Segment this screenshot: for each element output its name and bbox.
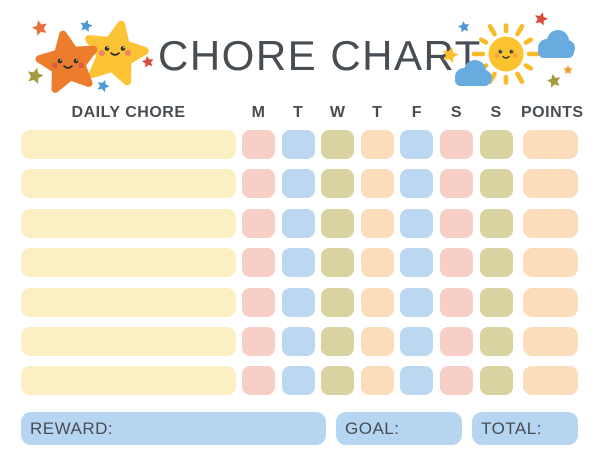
goal-label: GOAL: xyxy=(345,419,400,438)
day-check-cell[interactable] xyxy=(242,366,275,396)
day-check-cell[interactable] xyxy=(360,366,394,396)
table-row xyxy=(0,366,600,396)
points-cell[interactable] xyxy=(523,287,578,317)
chore-name-cell[interactable] xyxy=(21,208,236,238)
day-check-cell[interactable] xyxy=(440,287,473,317)
day-check-cell[interactable] xyxy=(321,287,355,317)
day-check-cell[interactable] xyxy=(440,366,473,396)
kawaii-stars-icon xyxy=(25,8,155,103)
points-cell[interactable] xyxy=(523,248,578,278)
kawaii-sun-clouds-icon xyxy=(440,10,575,89)
chore-name-cell[interactable] xyxy=(21,327,236,356)
day-check-cell[interactable] xyxy=(479,208,513,238)
day-check-cell[interactable] xyxy=(479,130,513,159)
day-check-cell[interactable] xyxy=(400,169,434,199)
day-check-cell[interactable] xyxy=(440,327,473,356)
day-header-mon: M xyxy=(251,104,266,121)
day-check-cell[interactable] xyxy=(479,327,513,356)
day-check-cell[interactable] xyxy=(360,130,394,159)
day-check-cell[interactable] xyxy=(440,248,473,278)
chore-name-cell[interactable] xyxy=(21,366,236,396)
day-check-cell[interactable] xyxy=(400,327,434,356)
chore-name-cell[interactable] xyxy=(21,248,236,278)
day-check-cell[interactable] xyxy=(281,208,315,238)
day-header-thu: T xyxy=(372,104,383,121)
day-check-cell[interactable] xyxy=(360,169,394,199)
page-title: CHORE CHART xyxy=(158,32,482,79)
day-check-cell[interactable] xyxy=(281,287,315,317)
day-check-cell[interactable] xyxy=(321,169,355,199)
day-check-cell[interactable] xyxy=(400,208,434,238)
table-row xyxy=(0,208,600,238)
day-check-cell[interactable] xyxy=(321,366,355,396)
chore-name-cell[interactable] xyxy=(21,169,236,199)
day-check-cell[interactable] xyxy=(360,248,394,278)
table-row xyxy=(0,248,600,278)
points-cell[interactable] xyxy=(523,169,578,199)
day-check-cell[interactable] xyxy=(360,287,394,317)
table-row xyxy=(0,287,600,317)
day-check-cell[interactable] xyxy=(440,208,473,238)
total-label: TOTAL: xyxy=(481,419,542,438)
table-row xyxy=(0,169,600,199)
day-check-cell[interactable] xyxy=(479,169,513,199)
day-check-cell[interactable] xyxy=(281,327,315,356)
day-check-cell[interactable] xyxy=(360,327,394,356)
day-check-cell[interactable] xyxy=(242,248,275,278)
reward-field[interactable]: REWARD: xyxy=(21,412,326,445)
day-check-cell[interactable] xyxy=(242,287,275,317)
points-header: POINTS xyxy=(521,104,584,121)
day-check-cell[interactable] xyxy=(242,130,275,159)
day-check-cell[interactable] xyxy=(440,130,473,159)
reward-label: REWARD: xyxy=(30,419,114,438)
day-check-cell[interactable] xyxy=(321,248,355,278)
day-check-cell[interactable] xyxy=(242,327,275,356)
chore-name-cell[interactable] xyxy=(21,287,236,317)
points-cell[interactable] xyxy=(523,208,578,238)
table-row xyxy=(0,327,600,356)
day-header-sun: S xyxy=(490,104,502,121)
day-check-cell[interactable] xyxy=(400,248,434,278)
table-row xyxy=(0,130,600,159)
day-check-cell[interactable] xyxy=(479,366,513,396)
goal-field[interactable]: GOAL: xyxy=(336,412,462,445)
total-field[interactable]: TOTAL: xyxy=(472,412,578,445)
day-check-cell[interactable] xyxy=(479,287,513,317)
day-header-tue: T xyxy=(292,104,304,121)
day-check-cell[interactable] xyxy=(321,327,355,356)
day-check-cell[interactable] xyxy=(281,366,315,396)
day-check-cell[interactable] xyxy=(321,208,355,238)
day-header-wed: W xyxy=(329,104,346,121)
day-check-cell[interactable] xyxy=(281,169,315,199)
day-check-cell[interactable] xyxy=(281,130,315,159)
chore-name-cell[interactable] xyxy=(21,130,236,159)
day-check-cell[interactable] xyxy=(400,130,434,159)
day-header-fri: F xyxy=(411,104,423,121)
day-check-cell[interactable] xyxy=(479,248,513,278)
day-header-sat: S xyxy=(450,104,463,121)
points-cell[interactable] xyxy=(523,366,578,396)
day-check-cell[interactable] xyxy=(281,248,315,278)
day-check-cell[interactable] xyxy=(242,208,275,238)
day-check-cell[interactable] xyxy=(360,208,394,238)
day-check-cell[interactable] xyxy=(400,366,434,396)
cloud-icon xyxy=(538,30,575,58)
daily-chore-header: DAILY CHORE xyxy=(71,104,186,121)
day-check-cell[interactable] xyxy=(242,169,275,199)
day-check-cell[interactable] xyxy=(400,287,434,317)
points-cell[interactable] xyxy=(523,327,578,356)
day-check-cell[interactable] xyxy=(321,130,355,159)
day-check-cell[interactable] xyxy=(440,169,473,199)
cloud-icon xyxy=(455,60,492,86)
points-cell[interactable] xyxy=(523,130,578,159)
